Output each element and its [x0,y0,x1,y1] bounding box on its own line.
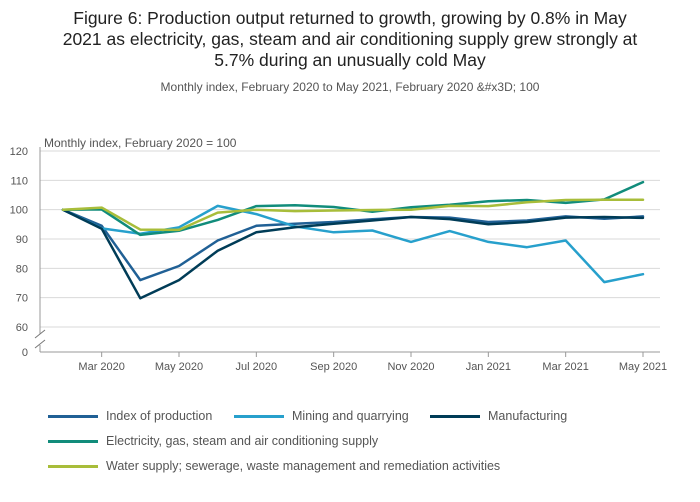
line-chart: 120 110 100 90 80 70 60 0 Mar 2020 May 2020 Jul 20… [10,146,668,373]
y-tick-label: 100 [10,205,28,217]
legend-swatch [430,414,480,418]
y-axis-label: Monthly index, February 2020 = 100 [44,136,237,150]
axis-break-mark [34,339,46,349]
chart-title: Figure 6: Production output returned to … [0,8,700,71]
legend-item-index-of-production[interactable]: Index of production [48,409,212,423]
legend-item-mining-and-quarrying[interactable]: Mining and quarrying [234,409,409,423]
x-tick-label: Jul 2020 [236,361,278,373]
title-line-3: 5.7% during an unusually cold May [214,50,486,70]
legend-item-manufacturing[interactable]: Manufacturing [430,409,567,423]
chart-subtitle: Monthly index, February 2020 to May 2021… [160,80,540,94]
x-tick-label: May 2020 [155,361,203,373]
legend-swatch [234,414,284,418]
series-line-electricity-gas-steam-and-air-conditioning-supply [61,180,645,237]
x-tick-label: Mar 2020 [78,361,124,373]
y-tick-label: 70 [16,293,28,305]
axis-break-mark [34,329,46,339]
legend-swatch [48,464,98,468]
y-tick-label: 120 [10,146,28,158]
x-tick-label: Nov 2020 [387,361,434,373]
legend-swatch [48,414,98,418]
title-line-2: 2021 as electricity, gas, steam and air … [62,29,638,49]
legend-label: Electricity, gas, steam and air conditio… [106,434,379,448]
y-tick-label: 90 [16,234,28,246]
y-tick-label: 110 [10,175,28,187]
x-tick-label: May 2021 [619,361,667,373]
legend-label: Manufacturing [488,409,568,423]
series-line-index-of-production [61,208,645,282]
title-line-1: Figure 6: Production output returned to … [73,8,627,28]
series-line-manufacturing [61,208,645,300]
y-tick-label: 0 [22,347,28,359]
y-tick-label: 80 [16,263,28,275]
legend-label: Water supply; sewerage, waste management… [106,459,501,473]
x-tick-label: Mar 2021 [542,361,588,373]
x-tick-label: Jan 2021 [466,361,511,373]
legend-item-electricity-gas-steam[interactable]: Electricity, gas, steam and air conditio… [48,434,378,448]
legend-label: Mining and quarrying [292,409,409,423]
y-tick-label: 60 [16,322,28,334]
legend-swatch [48,439,98,443]
legend-label: Index of production [106,409,213,423]
legend-item-water-supply[interactable]: Water supply; sewerage, waste management… [48,459,500,473]
series-line-water-supply-sewerage-waste-management-and-remediation-activities [61,198,645,232]
x-tick-label: Sep 2020 [310,361,357,373]
